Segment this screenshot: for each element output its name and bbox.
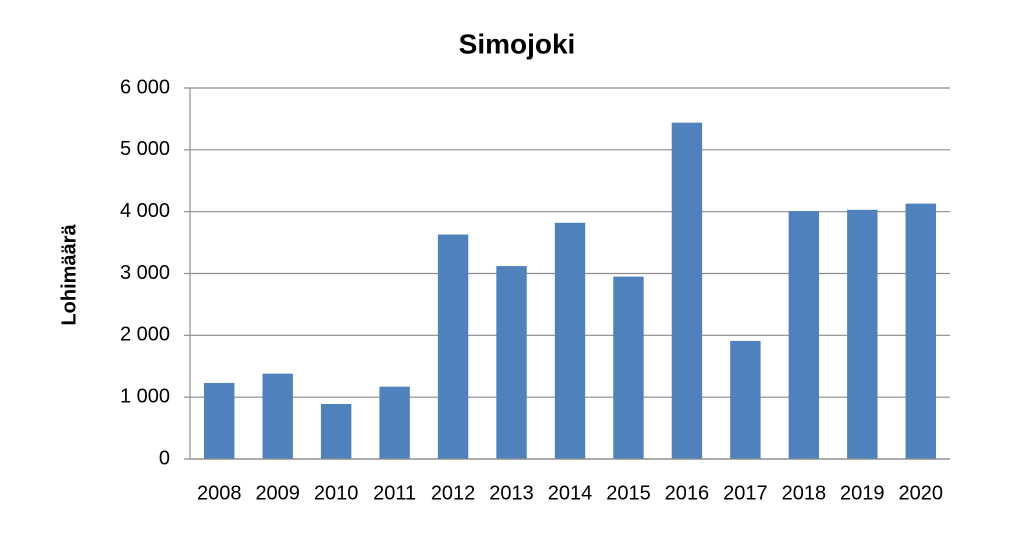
y-tick-label: 1 000 (120, 385, 170, 407)
bar (730, 340, 761, 459)
y-tick-label: 5 000 (120, 138, 170, 160)
x-tick-label: 2011 (373, 482, 416, 504)
y-tick-label: 6 000 (120, 76, 170, 98)
bar (496, 266, 527, 459)
bar (613, 276, 644, 459)
bar (437, 234, 469, 459)
x-tick-label: 2019 (840, 482, 885, 504)
x-tick-label: 2012 (431, 482, 476, 504)
bar (379, 386, 410, 459)
bar (262, 373, 293, 459)
bar (320, 403, 352, 459)
x-tick-label: 2017 (723, 482, 768, 504)
x-tick-label: 2016 (665, 482, 710, 504)
bar (847, 209, 878, 459)
bar (204, 382, 235, 459)
x-tick-label: 2009 (255, 482, 300, 504)
x-tick-label: 2015 (606, 482, 651, 504)
chart-title: Simojoki (459, 28, 576, 59)
y-tick-label: 4 000 (120, 200, 170, 222)
y-tick-label: 2 000 (120, 324, 170, 346)
x-tick-label: 2020 (899, 482, 944, 504)
x-tick-label: 2010 (314, 482, 359, 504)
y-tick-label: 3 000 (120, 262, 170, 284)
x-tick-label: 2018 (782, 482, 827, 504)
x-tick-label: 2013 (489, 482, 534, 504)
y-axis-label: Lohimäärä (58, 224, 80, 326)
y-tick-label: 0 (159, 447, 170, 469)
x-tick-label: 2008 (197, 482, 242, 504)
bar (788, 211, 820, 459)
bar (554, 222, 586, 459)
bar (905, 203, 936, 459)
x-tick-label: 2014 (548, 482, 593, 504)
bar (671, 122, 703, 460)
